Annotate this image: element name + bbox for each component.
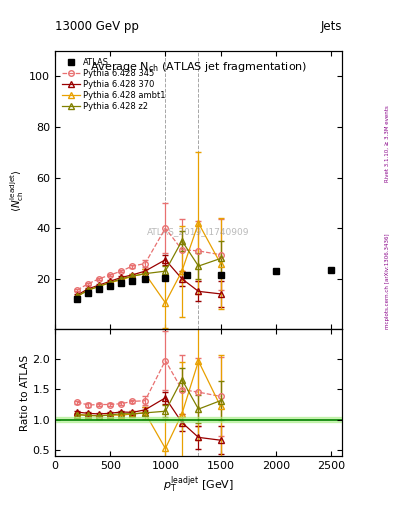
Text: Rivet 3.1.10, ≥ 3.3M events: Rivet 3.1.10, ≥ 3.3M events bbox=[385, 105, 390, 182]
Text: Jets: Jets bbox=[320, 20, 342, 33]
Text: mcplots.cern.ch [arXiv:1306.3436]: mcplots.cern.ch [arXiv:1306.3436] bbox=[385, 234, 390, 329]
Text: Average N$_{\mathrm{ch}}$ (ATLAS jet fragmentation): Average N$_{\mathrm{ch}}$ (ATLAS jet fra… bbox=[90, 59, 307, 74]
Legend: ATLAS, Pythia 6.428 345, Pythia 6.428 370, Pythia 6.428 ambt1, Pythia 6.428 z2: ATLAS, Pythia 6.428 345, Pythia 6.428 37… bbox=[59, 55, 168, 114]
Text: ATLAS_2019_I1740909: ATLAS_2019_I1740909 bbox=[147, 227, 250, 237]
Y-axis label: $\langle N_{\mathrm{ch}}^{\mathrm{leadjet}}\rangle$: $\langle N_{\mathrm{ch}}^{\mathrm{leadje… bbox=[9, 169, 26, 211]
Y-axis label: Ratio to ATLAS: Ratio to ATLAS bbox=[20, 354, 29, 431]
X-axis label: $p_{\mathrm{T}}^{\mathrm{leadjet}}$ [GeV]: $p_{\mathrm{T}}^{\mathrm{leadjet}}$ [GeV… bbox=[163, 475, 234, 496]
Text: 13000 GeV pp: 13000 GeV pp bbox=[55, 20, 139, 33]
